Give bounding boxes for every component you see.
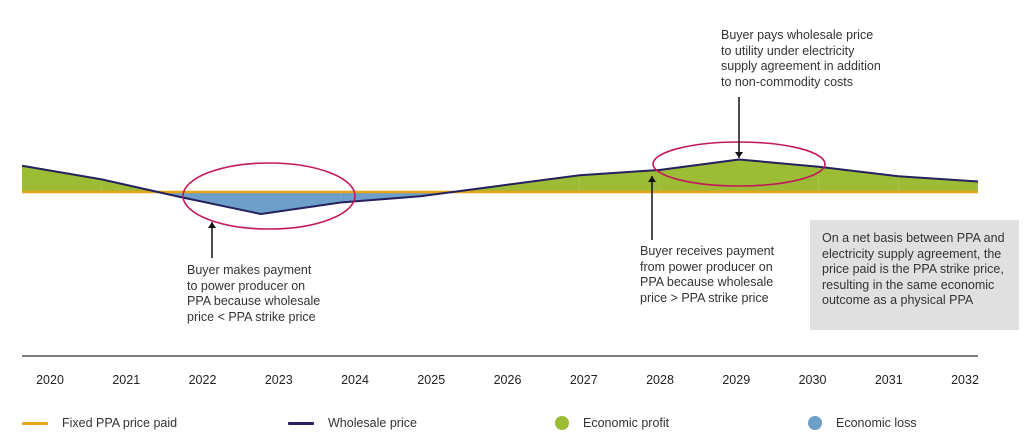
- chart-areas: [22, 159, 978, 215]
- legend-profit-label: Economic profit: [583, 416, 670, 430]
- area-segment: [181, 192, 261, 215]
- year-label: 2022: [188, 373, 217, 387]
- year-label: 2020: [36, 373, 64, 387]
- year-label: 2021: [112, 373, 141, 387]
- area-segment: [261, 192, 341, 215]
- arrow-up-from-right-note-head: [648, 176, 656, 182]
- note-buyer-pays-wholesale: Buyer pays wholesale price to utility un…: [721, 28, 881, 89]
- legend-loss-label: Economic loss: [836, 416, 917, 430]
- note-buyer-makes-payment: Buyer makes payment to power producer on…: [187, 263, 321, 324]
- area-segment: [818, 166, 899, 192]
- year-label: 2023: [264, 373, 293, 387]
- chart-arrows: [208, 97, 743, 258]
- legend-loss-swatch: [808, 416, 822, 430]
- legend-profit-swatch: [555, 416, 569, 430]
- area-segment: [22, 165, 102, 192]
- year-label: 2031: [874, 373, 903, 387]
- legend-fixed-swatch: [22, 421, 48, 425]
- area-segment: [340, 192, 421, 203]
- year-label: 2024: [341, 373, 369, 387]
- legend-fixed-ppa: Fixed PPA price paid: [22, 414, 177, 432]
- legend-fixed-label: Fixed PPA price paid: [62, 416, 178, 430]
- legend-loss: Economic loss: [808, 414, 917, 432]
- chart-lines: [21, 158, 979, 216]
- legend-wholesale-swatch: [288, 421, 314, 425]
- year-label: 2032: [951, 373, 979, 387]
- area-segment: [739, 159, 819, 192]
- area-segment: [500, 175, 580, 192]
- note-buyer-receives-payment: Buyer receives payment from power produc…: [640, 244, 775, 305]
- loss-highlight-ellipse: [182, 162, 356, 230]
- arrow-up-from-left-note-head: [208, 222, 216, 228]
- area-segment: [579, 169, 660, 192]
- year-label: 2027: [569, 373, 598, 387]
- arrow-down-to-wholesale-head: [735, 152, 743, 158]
- net-basis-info-box: On a net basis between PPA and electrici…: [810, 220, 1019, 330]
- legend-wholesale: Wholesale price: [288, 414, 417, 432]
- year-label: 2026: [493, 373, 522, 387]
- year-label: 2029: [722, 373, 751, 387]
- year-label: 2030: [798, 373, 827, 387]
- legend-profit: Economic profit: [555, 414, 669, 432]
- year-label: 2025: [417, 373, 446, 387]
- wholesale-price-line: [21, 158, 979, 216]
- year-label: 2028: [646, 373, 674, 387]
- legend-wholesale-label: Wholesale price: [328, 416, 417, 430]
